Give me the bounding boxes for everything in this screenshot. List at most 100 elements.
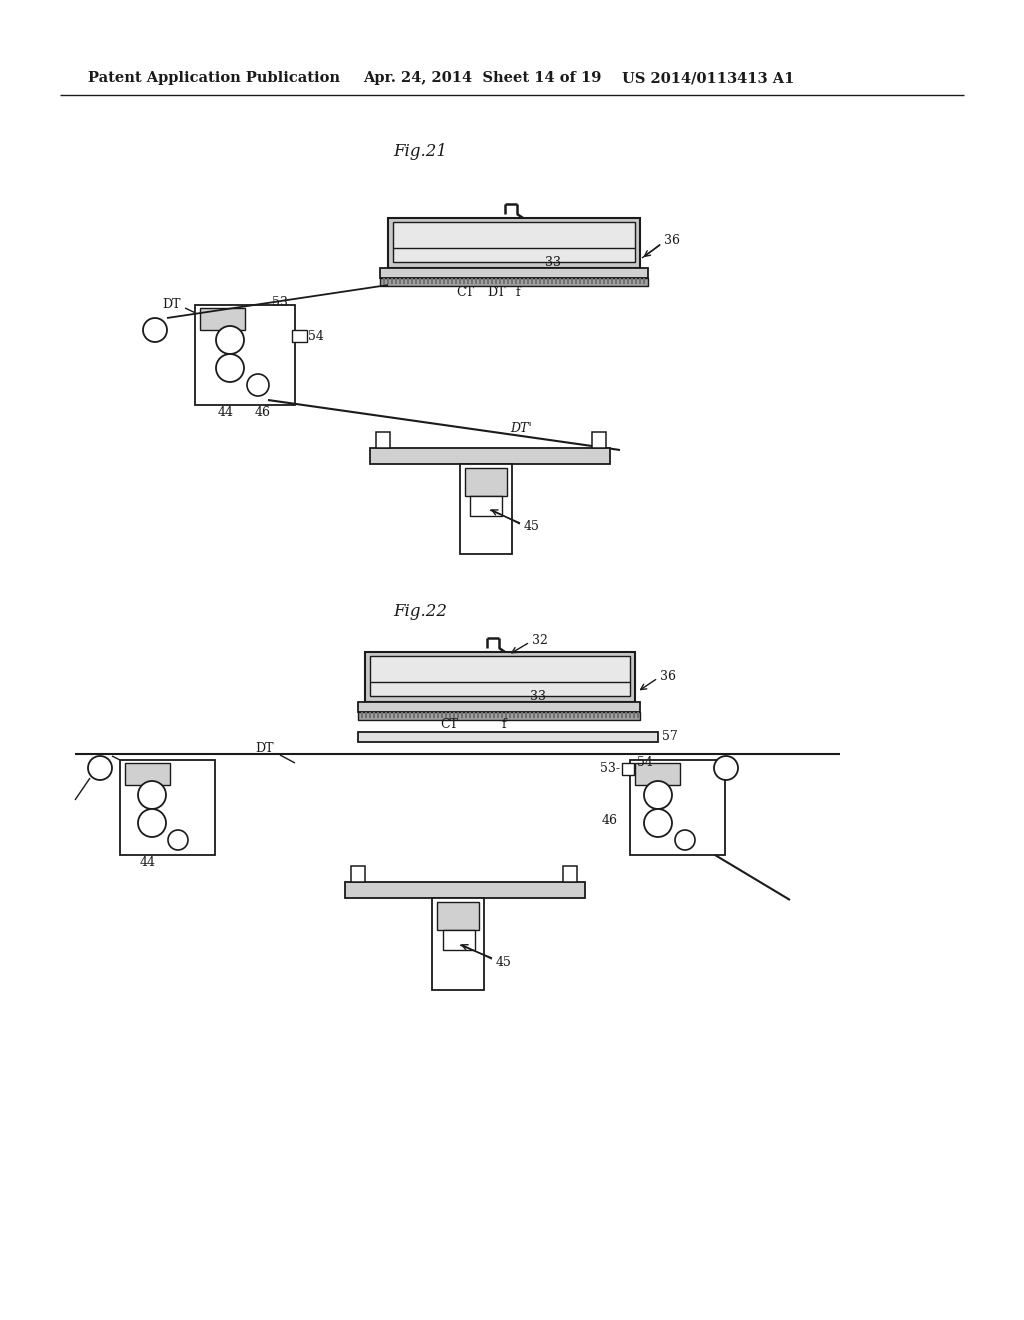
Bar: [475, 279, 477, 284]
Bar: [460, 465, 512, 554]
Bar: [423, 279, 425, 284]
Bar: [465, 469, 507, 496]
Bar: [633, 711, 635, 718]
Bar: [389, 711, 391, 718]
Bar: [575, 279, 577, 284]
Bar: [388, 218, 640, 268]
Circle shape: [143, 318, 167, 342]
Circle shape: [88, 756, 112, 780]
Bar: [559, 279, 561, 284]
Bar: [465, 711, 467, 718]
Bar: [501, 711, 503, 718]
Bar: [581, 711, 583, 718]
Text: 33: 33: [545, 256, 561, 269]
Bar: [497, 711, 499, 718]
Bar: [583, 279, 585, 284]
Bar: [513, 711, 515, 718]
Bar: [493, 711, 495, 718]
Text: Fig.22: Fig.22: [393, 603, 447, 620]
Bar: [495, 279, 497, 284]
Bar: [377, 711, 379, 718]
Text: 54: 54: [637, 756, 653, 770]
Bar: [567, 279, 569, 284]
Bar: [376, 432, 390, 447]
Circle shape: [644, 781, 672, 809]
Bar: [635, 763, 680, 785]
Text: US 2014/0113413 A1: US 2014/0113413 A1: [622, 71, 795, 84]
Bar: [435, 279, 437, 284]
Bar: [499, 279, 501, 284]
Bar: [473, 711, 475, 718]
Bar: [381, 711, 383, 718]
Bar: [629, 711, 631, 718]
Bar: [415, 279, 417, 284]
Bar: [401, 711, 403, 718]
Bar: [551, 279, 553, 284]
Bar: [351, 866, 365, 882]
Circle shape: [644, 809, 672, 837]
Bar: [607, 279, 609, 284]
Bar: [481, 711, 483, 718]
Bar: [370, 656, 630, 696]
Bar: [120, 760, 215, 855]
Bar: [523, 279, 525, 284]
Bar: [463, 279, 465, 284]
Bar: [451, 279, 453, 284]
Bar: [595, 279, 597, 284]
Bar: [387, 279, 389, 284]
Bar: [477, 711, 479, 718]
Bar: [609, 711, 611, 718]
Bar: [385, 711, 387, 718]
Bar: [358, 702, 640, 711]
Bar: [490, 279, 493, 284]
Text: Patent Application Publication: Patent Application Publication: [88, 71, 340, 84]
Bar: [370, 447, 610, 465]
Text: CT: CT: [456, 286, 474, 300]
Bar: [535, 279, 537, 284]
Bar: [622, 763, 634, 775]
Bar: [599, 279, 601, 284]
Bar: [403, 279, 406, 284]
Bar: [395, 279, 397, 284]
Bar: [527, 279, 529, 284]
Bar: [579, 279, 581, 284]
Bar: [611, 279, 613, 284]
Text: f: f: [502, 718, 507, 731]
Bar: [443, 931, 475, 950]
Bar: [443, 279, 445, 284]
Bar: [467, 279, 469, 284]
Bar: [406, 711, 407, 718]
Bar: [589, 711, 591, 718]
Circle shape: [168, 830, 188, 850]
Bar: [470, 496, 502, 516]
Text: 44: 44: [140, 855, 156, 869]
Bar: [447, 279, 449, 284]
Circle shape: [216, 326, 244, 354]
Bar: [625, 711, 627, 718]
Bar: [427, 279, 429, 284]
Text: DT: DT: [162, 298, 180, 312]
Text: 44: 44: [218, 405, 234, 418]
Bar: [439, 279, 441, 284]
Bar: [365, 711, 367, 718]
Bar: [485, 711, 487, 718]
Bar: [407, 279, 409, 284]
Text: 32: 32: [532, 635, 548, 648]
Bar: [380, 279, 648, 286]
Bar: [125, 763, 170, 785]
Bar: [431, 279, 433, 284]
Bar: [433, 711, 435, 718]
Circle shape: [138, 809, 166, 837]
Bar: [469, 711, 471, 718]
Bar: [547, 279, 549, 284]
Bar: [507, 279, 509, 284]
Bar: [505, 711, 507, 718]
Bar: [563, 279, 565, 284]
Bar: [635, 279, 637, 284]
Bar: [571, 279, 573, 284]
Bar: [605, 711, 607, 718]
Text: 36: 36: [660, 669, 676, 682]
Bar: [623, 279, 625, 284]
Bar: [358, 711, 640, 719]
Bar: [539, 279, 541, 284]
